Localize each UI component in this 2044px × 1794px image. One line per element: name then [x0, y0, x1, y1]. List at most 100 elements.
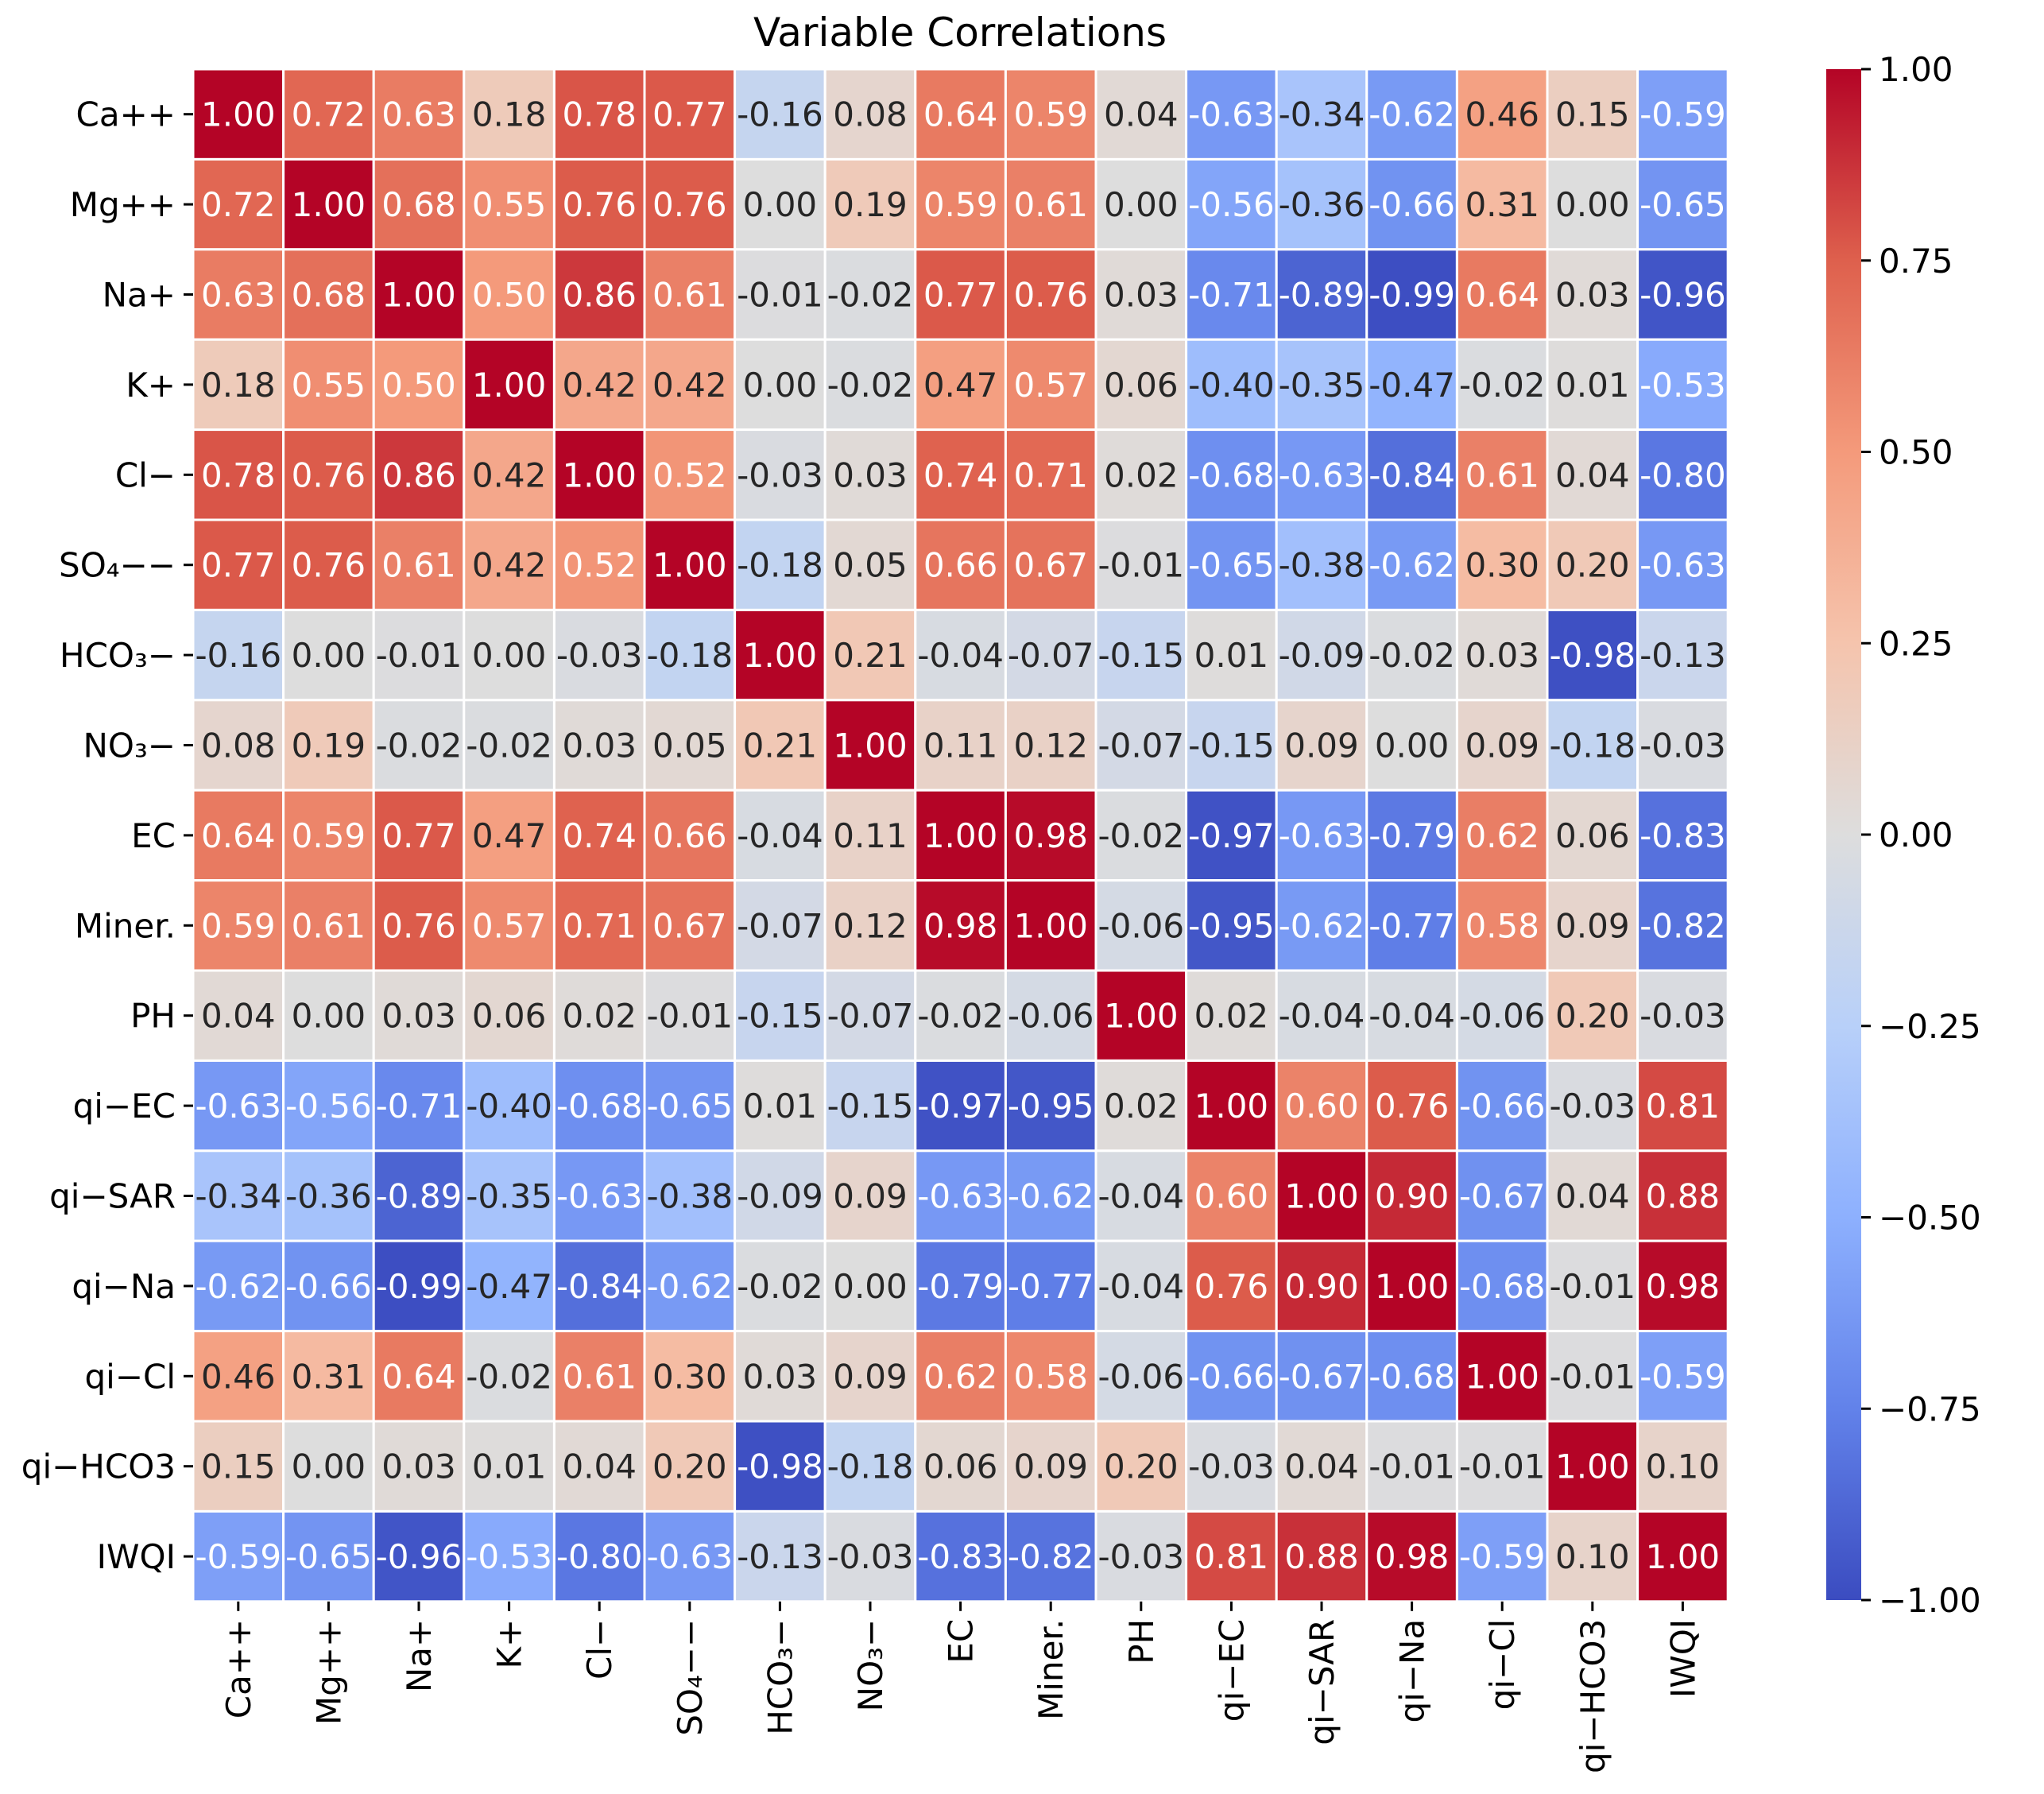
heatmap-cell: [1094, 789, 1188, 882]
cell-value-label: -0.04: [917, 636, 1004, 675]
colorbar: 1.00 0.75 0.50 0.25 0.00 −0.25 −0.50 −0.75 −1.00: [1826, 50, 1981, 1620]
heatmap-cell: [1185, 1330, 1278, 1423]
heatmap-cell: [1275, 1509, 1368, 1603]
cell-value-label: 0.20: [1555, 997, 1630, 1036]
cell-value-label: 0.31: [292, 1357, 366, 1396]
heatmap-cell: [1004, 157, 1097, 251]
cell-value-label: -0.65: [646, 1087, 733, 1126]
cell-value-label: -0.07: [1008, 636, 1094, 675]
x-tick-label: HCO₃−: [761, 1619, 799, 1735]
heatmap-cell: [823, 969, 917, 1062]
heatmap-cell: [1365, 428, 1458, 521]
x-tick-label: Cl−: [580, 1619, 619, 1680]
heatmap-cell: [1636, 1059, 1729, 1153]
heatmap-cell: [1636, 699, 1729, 792]
x-tick-label: IWQI: [1663, 1619, 1702, 1698]
heatmap-cell: [1275, 1239, 1368, 1333]
heatmap-cell: [643, 428, 737, 521]
cell-value-label: -0.01: [1549, 1267, 1636, 1306]
cell-value-label: 0.77: [201, 546, 276, 585]
cell-value-label: 0.52: [562, 546, 637, 585]
cell-value-label: 0.52: [652, 455, 727, 494]
cell-value-label: 0.78: [562, 95, 637, 134]
heatmap-cell: [1004, 1509, 1097, 1603]
x-tick-label: SO₄−−: [671, 1619, 710, 1736]
heatmap-cell: [1636, 1239, 1729, 1333]
heatmap-cell: [1636, 518, 1729, 611]
heatmap-cell: [1636, 248, 1729, 341]
heatmap-cell: [1636, 1420, 1729, 1513]
cell-value-label: -0.63: [1279, 816, 1365, 855]
heatmap-cell: [552, 1239, 646, 1333]
cell-value-label: -0.02: [917, 997, 1004, 1036]
heatmap-cell: [823, 68, 917, 161]
cell-value-label: 0.77: [923, 276, 998, 315]
cell-value-label: 0.66: [652, 816, 727, 855]
x-axis-tick-labels: Ca++ Mg++ Na+ K+ Cl− SO₄−− HCO₃− NO₃− EC Miner. PH…: [219, 1601, 1702, 1773]
y-axis-tick-labels: Ca++ Mg++ Na+ K+ Cl− SO₄−− HCO₃− NO₃− EC Miner. PH…: [21, 95, 193, 1576]
heatmap-cell: [643, 157, 737, 251]
cell-value-label: -0.02: [1368, 636, 1455, 675]
heatmap-cell: [1365, 1420, 1458, 1513]
cell-value-label: -0.16: [737, 95, 823, 134]
cell-value-label: 0.57: [472, 906, 547, 945]
heatmap-cell: [1365, 157, 1458, 251]
cell-value-label: -0.62: [1368, 546, 1455, 585]
heatmap-cell: [552, 428, 646, 521]
y-tick-label: qi−Cl: [84, 1357, 176, 1396]
cell-value-label: -0.15: [1188, 727, 1275, 765]
x-tick-label: qi−EC: [1212, 1619, 1251, 1722]
heatmap-cell: [282, 1059, 375, 1153]
heatmap-cell: [1094, 157, 1188, 251]
cell-value-label: -0.63: [646, 1537, 733, 1576]
heatmap-cell: [282, 789, 375, 882]
cell-value-label: 0.59: [292, 816, 366, 855]
heatmap-cell: [1185, 248, 1278, 341]
cell-value-label: -0.68: [1368, 1357, 1455, 1396]
cell-value-label: -0.02: [376, 727, 463, 765]
heatmap-cell: [1455, 1059, 1549, 1153]
heatmap-cell: [463, 1059, 556, 1153]
cell-value-label: 0.00: [833, 1267, 908, 1306]
heatmap-cell: [914, 789, 1007, 882]
cell-value-label: 0.62: [923, 1357, 998, 1396]
cell-value-label: 0.01: [1555, 366, 1630, 405]
y-tick-label: qi−HCO3: [21, 1447, 176, 1486]
cell-value-label: 0.03: [381, 997, 456, 1036]
heatmap-cell: [1365, 68, 1458, 161]
cell-value-label: -0.84: [1368, 455, 1455, 494]
cell-value-label: 1.00: [1555, 1447, 1630, 1486]
heatmap-cell: [463, 157, 556, 251]
cell-value-label: 0.00: [743, 366, 818, 405]
heatmap-cell: [1185, 1149, 1278, 1242]
heatmap-cell: [372, 518, 466, 611]
cell-value-label: -0.02: [737, 1267, 823, 1306]
cell-value-label: 0.98: [1646, 1267, 1721, 1306]
heatmap-cell: [463, 1420, 556, 1513]
heatmap-cell: [1094, 248, 1188, 341]
cell-value-label: 1.00: [1375, 1267, 1450, 1306]
cell-value-label: 1.00: [1465, 1357, 1539, 1396]
cell-value-label: 0.20: [1104, 1447, 1179, 1486]
heatmap-cell: [734, 699, 827, 792]
heatmap-cell: [552, 338, 646, 432]
heatmap-cell: [1004, 1149, 1097, 1242]
heatmap-cell: [282, 608, 375, 702]
cell-value-label: -0.04: [737, 816, 823, 855]
heatmap-cell: [1455, 789, 1549, 882]
cell-value-label: -0.03: [1097, 1537, 1184, 1576]
cell-value-label: 0.61: [1465, 455, 1539, 494]
cell-value-label: -0.15: [1097, 636, 1184, 675]
heatmap-cell: [372, 608, 466, 702]
heatmap-cell: [1004, 1420, 1097, 1513]
cell-value-label: -0.02: [827, 276, 914, 315]
cell-value-label: 0.76: [292, 455, 366, 494]
cell-value-label: 0.11: [923, 727, 998, 765]
cell-value-label: 0.09: [1013, 1447, 1088, 1486]
heatmap-cell: [643, 1149, 737, 1242]
cell-value-label: -0.59: [195, 1537, 281, 1576]
cell-value-label: 0.42: [562, 366, 637, 405]
cell-value-label: -0.67: [1459, 1177, 1546, 1216]
heatmap-cell: [1455, 879, 1549, 972]
cell-value-label: -0.47: [466, 1267, 552, 1306]
